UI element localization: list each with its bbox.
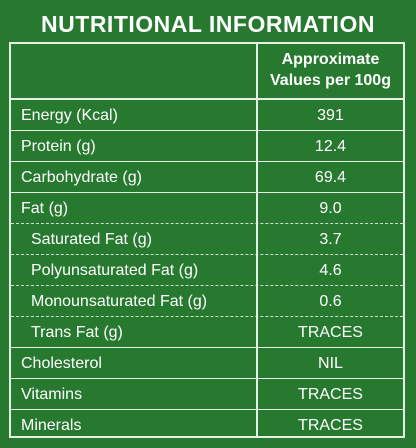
- title: NUTRITIONAL INFORMATION: [41, 11, 375, 37]
- row-value: 69.4: [314, 169, 347, 186]
- row-label: Energy (Kcal): [21, 107, 118, 124]
- row-value: TRACES: [298, 324, 363, 341]
- row-value: 9.0: [319, 200, 342, 217]
- row-label: Cholesterol: [21, 355, 102, 372]
- column-header: Values per 100g: [270, 72, 391, 89]
- table-row: Carbohydrate (g) 69.4: [11, 162, 403, 193]
- row-label: Monounsaturated Fat (g): [31, 293, 208, 310]
- table-row: Energy (Kcal) 391: [11, 100, 403, 131]
- row-value: 12.4: [314, 138, 347, 155]
- row-label: Polyunsaturated Fat (g): [31, 262, 199, 279]
- row-label: Fat (g): [21, 200, 69, 217]
- column-divider: [256, 44, 258, 436]
- row-value: 3.7: [319, 231, 342, 248]
- row-value: 4.6: [319, 262, 342, 279]
- row-label: Trans Fat (g): [31, 324, 123, 341]
- table-row: Vitamins TRACES: [11, 379, 403, 410]
- table-row: Protein (g) 12.4: [11, 131, 403, 162]
- nutrition-table: Approximate Values per 100g Energy (Kcal…: [9, 42, 405, 438]
- row-label: Saturated Fat (g): [31, 231, 152, 248]
- table-row: Monounsaturated Fat (g) 0.6: [11, 286, 403, 317]
- row-value: TRACES: [298, 417, 363, 434]
- row-label: Protein (g): [21, 138, 96, 155]
- table-header: Approximate Values per 100g: [11, 44, 403, 100]
- row-label: Vitamins: [21, 386, 83, 403]
- column-header: Approximate: [281, 51, 380, 68]
- row-label: Minerals: [21, 417, 82, 434]
- row-value: 0.6: [319, 293, 342, 310]
- row-value: TRACES: [298, 386, 363, 403]
- table-row: Fat (g) 9.0: [11, 193, 403, 224]
- table-row: Polyunsaturated Fat (g) 4.6: [11, 255, 403, 286]
- table-row: Cholesterol NIL: [11, 348, 403, 379]
- row-value: NIL: [318, 355, 343, 372]
- row-label: Carbohydrate (g): [21, 169, 142, 186]
- table-row: Minerals TRACES: [11, 410, 403, 441]
- table-row: Saturated Fat (g) 3.7: [11, 224, 403, 255]
- row-value: 391: [317, 107, 344, 124]
- table-row: Trans Fat (g) TRACES: [11, 317, 403, 348]
